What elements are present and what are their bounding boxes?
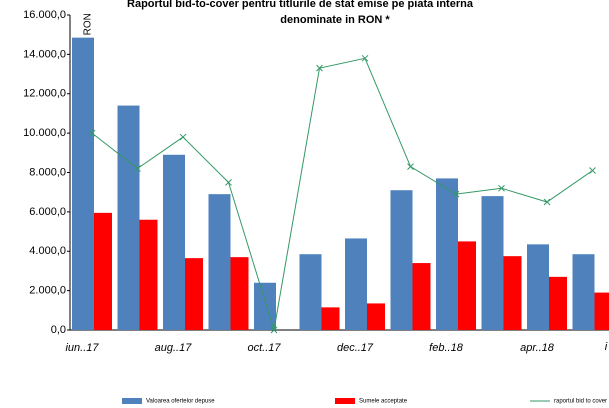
y-tick-label: 14.000,0 <box>23 48 66 60</box>
marker <box>589 167 596 174</box>
bar <box>481 196 504 330</box>
x-tick-label: feb..18 <box>429 342 464 354</box>
y-tick-label: 8.000,0 <box>29 166 66 178</box>
x-tick-label: apr..18 <box>520 342 555 354</box>
marker <box>134 165 141 172</box>
marker <box>498 184 505 192</box>
bar <box>367 303 385 330</box>
bar <box>390 190 413 330</box>
bar <box>72 37 94 330</box>
bar <box>549 276 567 330</box>
legend-swatch <box>122 398 142 404</box>
bar <box>117 105 140 330</box>
marker <box>361 54 369 62</box>
marker <box>270 326 278 334</box>
bar <box>139 219 158 330</box>
marker <box>316 64 323 72</box>
legend-swatch <box>335 398 355 404</box>
bar <box>436 178 458 330</box>
y-tick-label: 16.000,0 <box>23 9 66 21</box>
bar <box>412 263 431 330</box>
chart-title: Raportul bid-to-cover pentru titlurile d… <box>127 0 474 10</box>
y-tick-label: 4.000,0 <box>29 245 66 257</box>
bar <box>208 194 231 330</box>
y-tick-label: 10.000,0 <box>23 127 66 139</box>
bar <box>321 307 340 330</box>
x-tick-label: iun..17 <box>65 342 99 354</box>
bar <box>230 257 249 330</box>
y-tick-label: 0,0 <box>51 324 66 336</box>
y-tick-label: 6.000,0 <box>29 206 66 218</box>
bar <box>527 244 549 330</box>
x-tick-label: aug..17 <box>155 342 193 354</box>
line <box>91 57 593 331</box>
bar <box>163 154 185 330</box>
bar <box>458 241 476 330</box>
bar <box>94 212 112 330</box>
bar <box>254 282 276 330</box>
bar <box>345 238 367 330</box>
x-edge-label: i <box>605 341 608 353</box>
marker <box>407 163 414 170</box>
marker <box>179 133 187 141</box>
marker <box>543 198 551 206</box>
y-axis-label: mil RON <box>83 13 94 51</box>
legend-label: Sumele acceptate <box>359 399 408 405</box>
bar <box>594 292 609 330</box>
chart-subtitle: denominate in RON * <box>280 14 390 26</box>
marker <box>452 190 460 198</box>
bar <box>299 254 322 330</box>
bar <box>572 254 595 330</box>
y-tick-label: 12.000,0 <box>23 88 66 100</box>
bar <box>185 258 203 330</box>
legend-label: Valoarea ofertelor depuse <box>146 399 215 405</box>
x-tick-label: dec..17 <box>337 342 374 354</box>
marker <box>225 178 232 186</box>
legend-label: raportul bid to cover <box>554 399 607 405</box>
bar <box>503 256 522 330</box>
y-tick-label: 2.000,0 <box>29 285 66 297</box>
x-tick-label: oct..17 <box>247 342 281 354</box>
marker <box>88 129 96 137</box>
